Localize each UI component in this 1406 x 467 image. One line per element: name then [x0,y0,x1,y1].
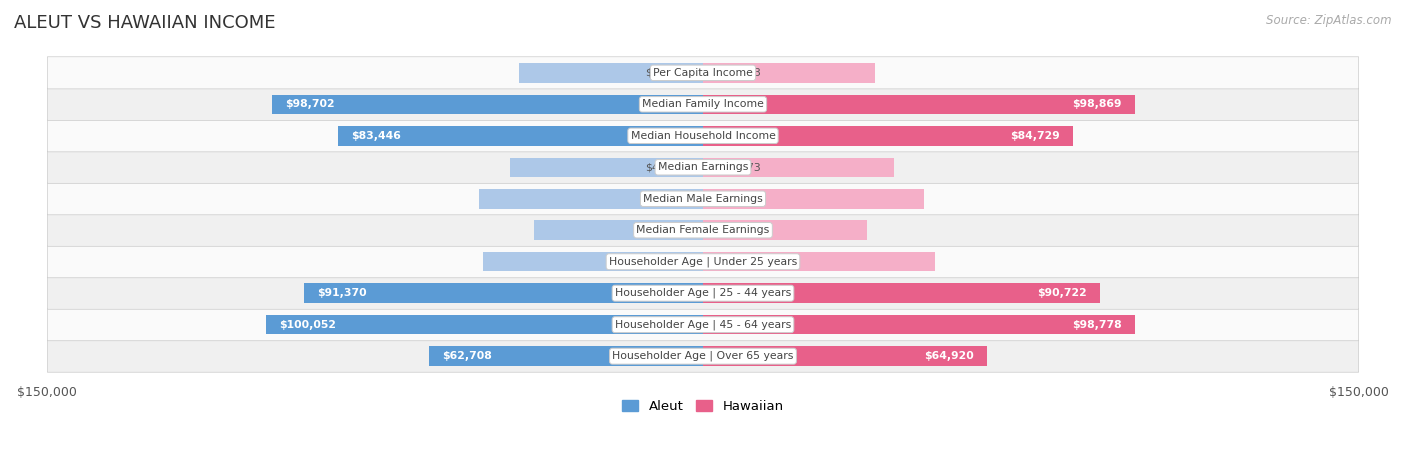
Bar [703,220,868,240]
FancyBboxPatch shape [48,246,1358,278]
FancyBboxPatch shape [48,120,1358,152]
Text: Source: ZipAtlas.com: Source: ZipAtlas.com [1267,14,1392,27]
Text: Median Household Income: Median Household Income [630,131,776,141]
Text: ALEUT VS HAWAIIAN INCOME: ALEUT VS HAWAIIAN INCOME [14,14,276,32]
FancyBboxPatch shape [48,183,1358,215]
Bar [703,63,875,83]
Text: Median Family Income: Median Family Income [643,99,763,109]
Text: Median Earnings: Median Earnings [658,162,748,172]
Text: Householder Age | Under 25 years: Householder Age | Under 25 years [609,256,797,267]
Text: Median Female Earnings: Median Female Earnings [637,225,769,235]
Bar [703,157,894,177]
Text: Median Male Earnings: Median Male Earnings [643,194,763,204]
Text: $64,920: $64,920 [924,351,973,361]
FancyBboxPatch shape [48,57,1358,89]
Text: Householder Age | 25 - 44 years: Householder Age | 25 - 44 years [614,288,792,298]
Bar [429,347,703,366]
Text: $38,719: $38,719 [645,225,690,235]
Text: $44,241: $44,241 [645,162,690,172]
FancyBboxPatch shape [48,309,1358,341]
Text: $100,052: $100,052 [278,320,336,330]
Text: $51,168: $51,168 [645,194,690,204]
Text: $53,078: $53,078 [716,257,761,267]
Bar [482,252,703,271]
FancyBboxPatch shape [48,214,1358,246]
Text: Householder Age | 45 - 64 years: Householder Age | 45 - 64 years [614,319,792,330]
Text: $43,673: $43,673 [716,162,761,172]
Text: Householder Age | Over 65 years: Householder Age | Over 65 years [612,351,794,361]
FancyBboxPatch shape [48,340,1358,372]
FancyBboxPatch shape [48,88,1358,120]
Text: $50,488: $50,488 [716,194,761,204]
Bar [271,94,703,114]
Bar [304,283,703,303]
Text: $90,722: $90,722 [1036,288,1087,298]
FancyBboxPatch shape [48,277,1358,309]
Bar [703,315,1135,334]
Text: Per Capita Income: Per Capita Income [652,68,754,78]
Bar [703,252,935,271]
Legend: Aleut, Hawaiian: Aleut, Hawaiian [617,395,789,419]
Bar [703,126,1073,146]
Bar [509,157,703,177]
Bar [703,94,1135,114]
Text: $62,708: $62,708 [441,351,492,361]
Text: $98,778: $98,778 [1071,320,1122,330]
Bar [519,63,703,83]
Text: $50,377: $50,377 [645,257,690,267]
Text: $84,729: $84,729 [1011,131,1060,141]
Bar [479,189,703,209]
Text: $42,210: $42,210 [645,68,690,78]
Bar [703,283,1099,303]
Bar [339,126,703,146]
Text: $39,403: $39,403 [716,68,761,78]
Bar [534,220,703,240]
Bar [703,347,987,366]
Text: $98,869: $98,869 [1073,99,1122,109]
FancyBboxPatch shape [48,151,1358,184]
Text: $91,370: $91,370 [316,288,367,298]
Bar [703,189,924,209]
Text: $98,702: $98,702 [284,99,335,109]
Text: $83,446: $83,446 [352,131,401,141]
Text: $37,497: $37,497 [716,225,761,235]
Bar [266,315,703,334]
